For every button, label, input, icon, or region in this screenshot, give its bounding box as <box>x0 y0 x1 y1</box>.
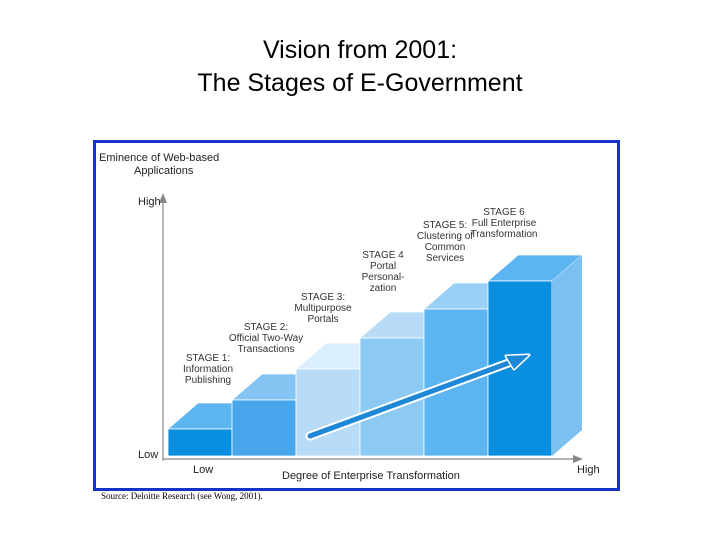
stage-steps <box>166 254 584 457</box>
stage-2-step <box>230 373 328 457</box>
x-axis-title: Degree of Enterprise Transformation <box>282 470 460 482</box>
x-axis-low-label: Low <box>193 464 213 476</box>
stage-2-label: STAGE 2: Official Two-Way Transactions <box>229 322 303 355</box>
stage-3-label: STAGE 3: Multipurpose Portals <box>294 292 352 325</box>
title-line-1: Vision from 2001: <box>262 36 458 64</box>
stages-diagram: Eminence of Web-based Applications High … <box>99 152 600 482</box>
y-axis-low-label: Low <box>138 449 158 461</box>
stage-6-step <box>486 254 584 457</box>
diagram-canvas: Eminence of Web-based Applications High … <box>96 143 617 488</box>
diagram-frame: Eminence of Web-based Applications High … <box>93 140 620 491</box>
stage-5-label: STAGE 5: Clustering of Common Services <box>417 220 473 264</box>
slide-title: Vision from 2001: The Stages of E-Govern… <box>0 34 720 100</box>
stage-6-label: STAGE 6 Full Enterprise Transformation <box>471 207 538 240</box>
y-axis-high-label: High <box>138 196 161 208</box>
y-axis-arrowhead <box>159 193 167 203</box>
stage-1-label: STAGE 1: Information Publishing <box>183 353 233 386</box>
y-axis-title-line-2: Applications <box>134 165 194 177</box>
source-citation: Source: Deloitte Research (see Wong, 200… <box>101 491 263 501</box>
y-axis-title-line-1: Eminence of Web-based <box>99 152 219 164</box>
x-axis-arrowhead <box>573 455 583 463</box>
growth-arrow <box>305 353 531 441</box>
title-line-2: The Stages of E-Government <box>197 69 523 97</box>
stage-4-label: STAGE 4 Portal Personal-zation <box>362 250 405 294</box>
x-axis-high-label: High <box>577 464 600 476</box>
